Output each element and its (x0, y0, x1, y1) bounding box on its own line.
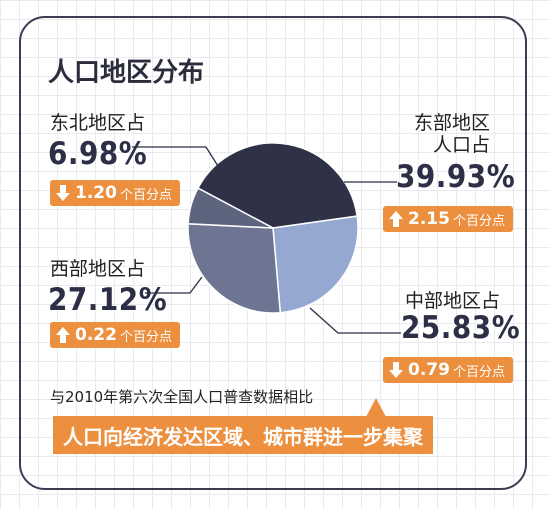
central-change-unit: 个百分点 (452, 364, 505, 380)
west-change-value: 0.22 (75, 325, 117, 345)
leader-line-west (145, 276, 203, 294)
summary-banner: 人口向经济发达区域、城市群进一步集聚 (53, 416, 433, 454)
west-label: 西部地区占 (50, 258, 146, 280)
west-change-badge: 0.22 个百分点 (50, 322, 180, 348)
east-label-line1: 东部地区 (414, 112, 491, 134)
banner-pointer (366, 398, 386, 417)
pie-slice-east (196, 142, 359, 229)
central-label: 中部地区占 (405, 290, 501, 312)
pie-slice-central (272, 215, 359, 314)
northeast-change-value: 1.20 (75, 183, 117, 203)
central-change-value: 0.79 (408, 360, 450, 380)
east-change-badge: 2.15 个百分点 (383, 206, 513, 232)
east-label-line2: 人口占 (433, 134, 491, 156)
pie-slice-northeast (187, 187, 274, 229)
central-percent: 25.83% (401, 310, 521, 346)
comparison-note: 与2010年第六次全国人口普查数据相比 (50, 388, 314, 406)
arrow-up-icon (56, 327, 70, 343)
west-percent: 27.12% (48, 282, 168, 318)
northeast-change-unit: 个百分点 (119, 187, 172, 203)
arrow-down-icon (56, 185, 70, 201)
east-percent: 39.93% (396, 159, 516, 195)
arrow-down-icon (389, 362, 403, 378)
northeast-percent: 6.98% (48, 136, 148, 172)
arrow-up-icon (389, 211, 403, 227)
pie-slice-west (187, 223, 282, 314)
west-change-unit: 个百分点 (119, 329, 172, 345)
east-change-unit: 个百分点 (452, 213, 505, 229)
leader-line-northeast (132, 146, 219, 167)
central-change-badge: 0.79 个百分点 (383, 357, 513, 383)
northeast-label: 东北地区占 (50, 112, 146, 134)
chart-card (19, 16, 527, 490)
leader-line-central (309, 307, 401, 334)
chart-title: 人口地区分布 (48, 58, 205, 88)
east-change-value: 2.15 (408, 209, 450, 229)
northeast-change-badge: 1.20 个百分点 (50, 180, 180, 206)
